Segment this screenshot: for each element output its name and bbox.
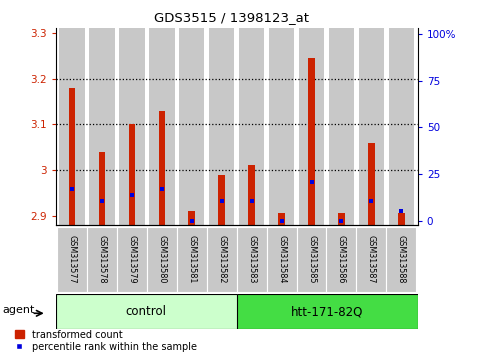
- Text: GSM313581: GSM313581: [187, 235, 196, 284]
- Bar: [297, 227, 327, 292]
- Text: GSM313577: GSM313577: [68, 235, 76, 284]
- Bar: [278, 213, 285, 225]
- Bar: [99, 152, 105, 225]
- Text: GSM313586: GSM313586: [337, 235, 346, 284]
- Bar: [119, 28, 144, 225]
- Legend: transformed count, percentile rank within the sample: transformed count, percentile rank withi…: [14, 330, 197, 352]
- Bar: [327, 227, 356, 292]
- Bar: [299, 28, 324, 225]
- Text: agent: agent: [2, 305, 35, 315]
- Bar: [237, 227, 267, 292]
- Bar: [269, 28, 294, 225]
- Bar: [87, 227, 117, 292]
- Text: GSM313585: GSM313585: [307, 235, 316, 284]
- Bar: [398, 213, 405, 225]
- Bar: [359, 28, 384, 225]
- Text: GSM313578: GSM313578: [98, 235, 106, 284]
- Text: GSM313588: GSM313588: [397, 235, 406, 284]
- Bar: [248, 165, 255, 225]
- Text: control: control: [126, 305, 167, 318]
- Bar: [179, 28, 204, 225]
- Bar: [338, 213, 345, 225]
- Bar: [69, 88, 75, 225]
- Bar: [239, 28, 264, 225]
- Bar: [177, 227, 207, 292]
- Bar: [386, 227, 416, 292]
- Bar: [368, 143, 375, 225]
- Bar: [149, 28, 174, 225]
- Text: GSM313580: GSM313580: [157, 235, 166, 284]
- Bar: [117, 227, 147, 292]
- Bar: [59, 28, 85, 225]
- Bar: [267, 227, 297, 292]
- Bar: [329, 28, 354, 225]
- Bar: [89, 28, 114, 225]
- Text: GSM313583: GSM313583: [247, 235, 256, 284]
- Bar: [209, 28, 234, 225]
- Bar: [308, 58, 315, 225]
- Text: GSM313579: GSM313579: [128, 235, 136, 284]
- Bar: [389, 28, 414, 225]
- Bar: [218, 175, 225, 225]
- Bar: [158, 110, 165, 225]
- Text: GSM313587: GSM313587: [367, 235, 376, 284]
- Bar: [57, 227, 87, 292]
- Text: htt-171-82Q: htt-171-82Q: [291, 305, 363, 318]
- Bar: [356, 227, 386, 292]
- Bar: [188, 211, 195, 225]
- Bar: [207, 227, 237, 292]
- Bar: [147, 227, 177, 292]
- Bar: [128, 124, 135, 225]
- Text: GDS3515 / 1398123_at: GDS3515 / 1398123_at: [155, 11, 309, 24]
- Text: GSM313582: GSM313582: [217, 235, 226, 284]
- Text: GSM313584: GSM313584: [277, 235, 286, 284]
